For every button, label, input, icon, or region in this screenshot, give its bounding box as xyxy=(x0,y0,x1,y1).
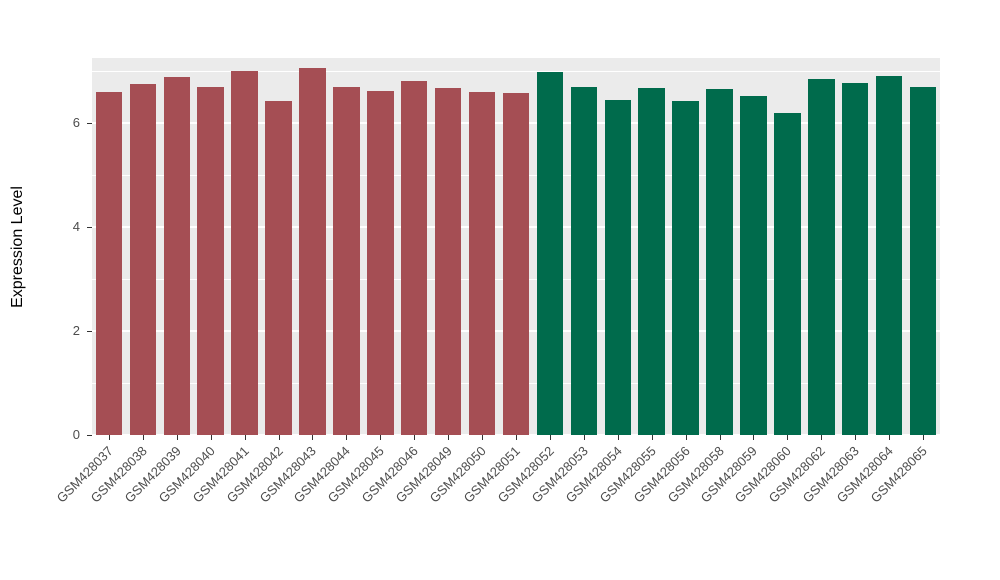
bar-GSM428063 xyxy=(841,82,869,435)
x-tick-mark xyxy=(923,435,925,440)
x-tick-mark xyxy=(108,435,110,440)
bar-GSM428060 xyxy=(774,112,801,435)
x-tick-mark xyxy=(549,435,551,440)
x-tick-mark xyxy=(142,435,144,440)
bar-GSM428053 xyxy=(570,86,598,435)
x-tick-mark xyxy=(448,435,450,440)
minor-gridline xyxy=(92,71,940,72)
x-tick-mark xyxy=(210,435,212,440)
bar-GSM428059 xyxy=(740,95,767,435)
y-axis-title: Expression Level xyxy=(9,186,26,308)
x-tick-mark xyxy=(617,435,619,440)
bar-GSM428043 xyxy=(299,68,326,435)
bar-GSM428051 xyxy=(502,93,530,435)
bar-GSM428049 xyxy=(434,88,462,435)
x-tick-mark xyxy=(583,435,585,440)
y-tick-mark xyxy=(87,227,92,228)
x-tick-mark xyxy=(787,435,789,440)
bar-GSM428041 xyxy=(231,71,258,435)
x-tick-mark xyxy=(380,435,382,440)
x-tick-mark xyxy=(482,435,484,440)
bar-GSM428044 xyxy=(333,86,360,435)
x-tick-mark xyxy=(278,435,280,440)
x-tick-mark xyxy=(414,435,416,440)
y-tick-mark xyxy=(87,331,92,332)
bar-GSM428058 xyxy=(706,89,733,435)
x-tick-mark xyxy=(821,435,823,440)
bar-GSM428046 xyxy=(401,81,428,435)
bar-GSM428062 xyxy=(808,79,835,435)
x-tick-mark xyxy=(855,435,857,440)
bar-GSM428040 xyxy=(197,86,224,435)
x-tick-mark xyxy=(244,435,246,440)
plot-panel xyxy=(92,58,940,436)
bar-GSM428054 xyxy=(604,99,631,435)
y-tick-label: 4 xyxy=(72,219,80,234)
bar-GSM428037 xyxy=(95,91,123,435)
bar-GSM428055 xyxy=(638,88,665,435)
bar-GSM428056 xyxy=(672,101,699,435)
x-tick-mark xyxy=(685,435,687,440)
y-tick-label: 2 xyxy=(72,323,80,338)
y-tick-label: 0 xyxy=(72,427,80,442)
y-tick-label: 6 xyxy=(72,115,80,130)
bar-GSM428052 xyxy=(536,72,564,435)
x-tick-mark xyxy=(719,435,721,440)
bar-GSM428038 xyxy=(129,84,157,435)
x-tick-mark xyxy=(176,435,178,440)
y-tick-mark xyxy=(87,435,92,436)
x-tick-mark xyxy=(346,435,348,440)
x-tick-mark xyxy=(312,435,314,440)
x-tick-mark xyxy=(753,435,755,440)
x-tick-mark xyxy=(889,435,891,440)
bar-GSM428065 xyxy=(909,86,937,435)
bar-GSM428042 xyxy=(265,101,292,435)
bar-GSM428045 xyxy=(367,90,394,435)
bar-GSM428050 xyxy=(468,91,496,435)
bar-GSM428064 xyxy=(875,76,903,435)
x-tick-mark xyxy=(516,435,517,440)
bar-GSM428039 xyxy=(163,77,191,435)
y-tick-mark xyxy=(87,123,92,124)
x-tick-mark xyxy=(651,435,653,440)
